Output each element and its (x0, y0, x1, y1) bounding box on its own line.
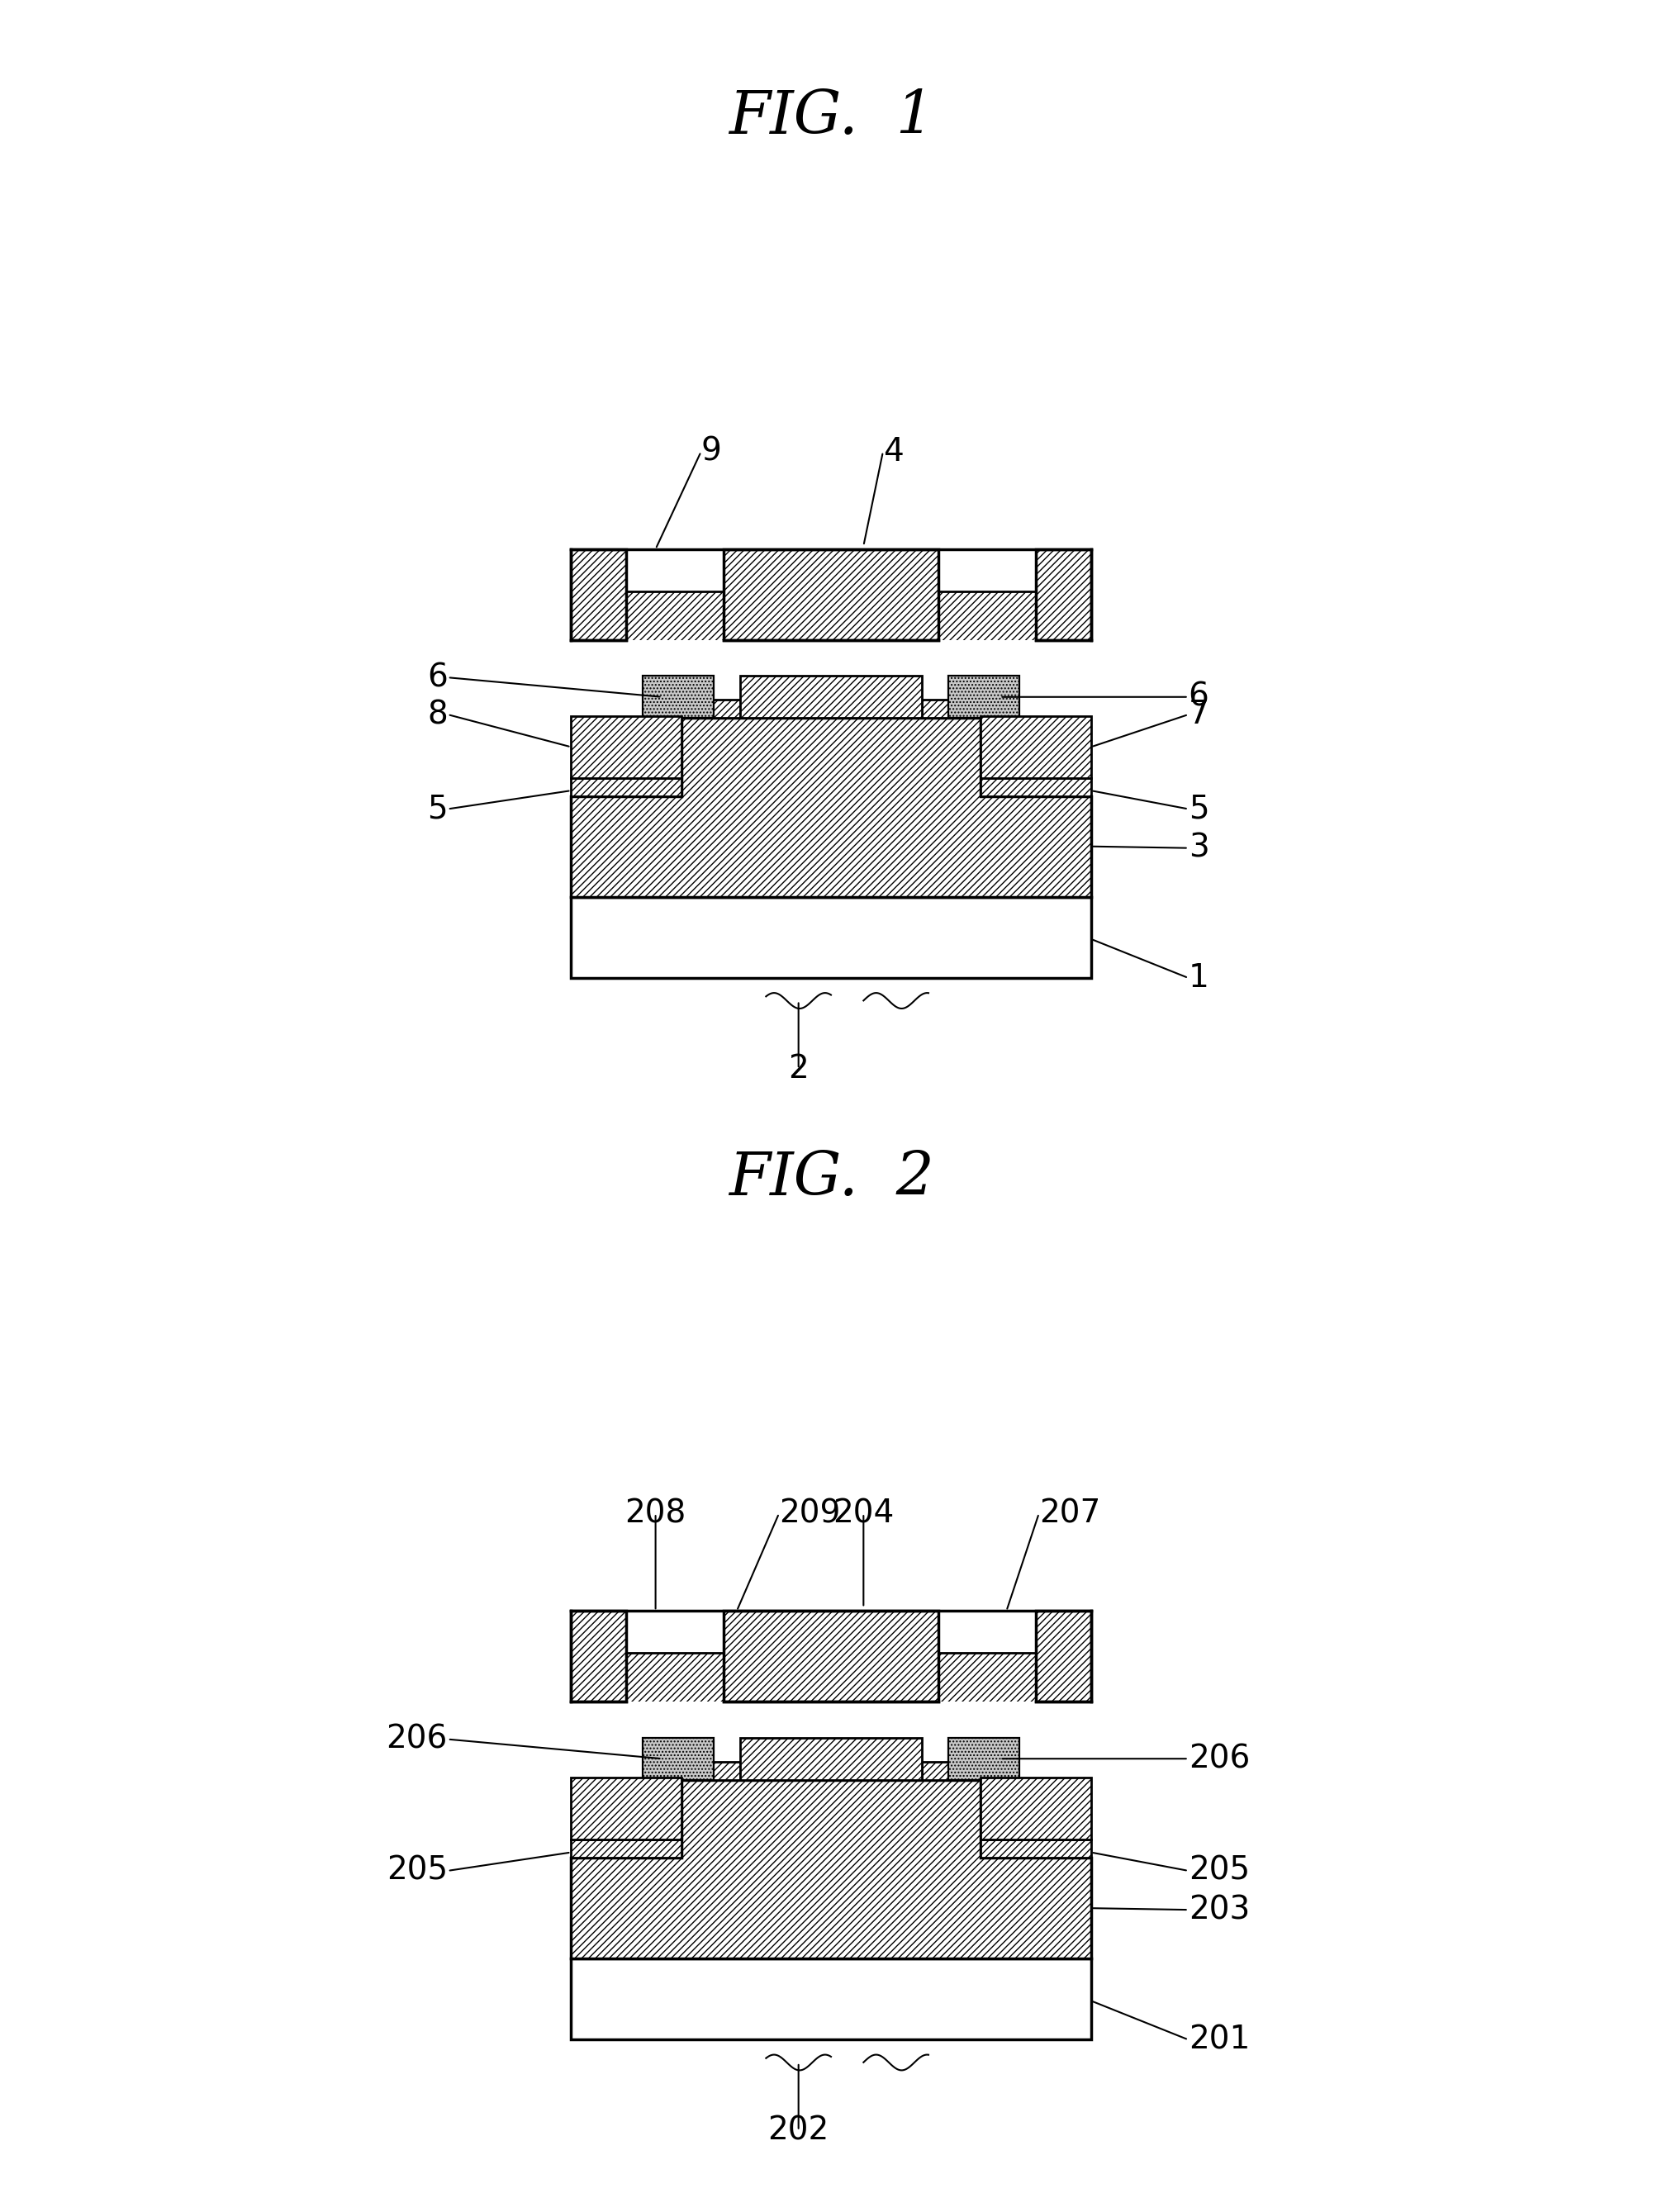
Bar (740, 1739, 922, 1781)
Text: 205: 205 (1188, 1856, 1250, 1887)
Text: 6: 6 (427, 661, 447, 692)
Bar (723, 1610, 939, 1701)
Bar (572, 549, 627, 639)
Text: 1: 1 (1188, 962, 1208, 993)
Polygon shape (572, 1781, 1090, 1958)
Text: 4: 4 (883, 436, 904, 467)
Bar (947, 1739, 1019, 1781)
Bar (643, 1739, 715, 1781)
Polygon shape (572, 719, 1090, 896)
Polygon shape (922, 1761, 1090, 1858)
Text: 207: 207 (1039, 1498, 1100, 1528)
Bar (740, 677, 922, 719)
Bar (572, 1610, 627, 1701)
Text: 201: 201 (1188, 2024, 1250, 2055)
Bar (572, 591, 1090, 639)
Polygon shape (922, 699, 1090, 796)
Bar (1035, 1610, 1090, 1701)
Bar (572, 1652, 1090, 1701)
Text: 202: 202 (768, 2115, 829, 2146)
Text: 205: 205 (386, 1856, 447, 1887)
Polygon shape (572, 699, 740, 796)
Bar (643, 677, 715, 719)
Text: 204: 204 (833, 1498, 894, 1528)
Text: 208: 208 (625, 1498, 686, 1528)
Text: 206: 206 (1188, 1743, 1250, 1774)
Text: 203: 203 (1188, 1893, 1250, 1924)
Text: 6: 6 (1188, 681, 1208, 712)
Bar (723, 549, 939, 639)
Bar (572, 1778, 681, 1840)
Text: 7: 7 (1188, 699, 1208, 730)
Bar (1035, 549, 1090, 639)
Bar (981, 1778, 1090, 1840)
Text: 2: 2 (788, 1053, 809, 1084)
Bar (572, 896, 1090, 978)
Text: 3: 3 (1188, 832, 1208, 863)
Bar (572, 1958, 1090, 2039)
Bar (981, 717, 1090, 779)
Text: 5: 5 (1188, 794, 1208, 825)
Text: 9: 9 (701, 436, 721, 467)
Polygon shape (572, 1761, 740, 1858)
Text: FIG.  2: FIG. 2 (728, 1150, 934, 1208)
Bar (572, 717, 681, 779)
Text: 8: 8 (427, 699, 447, 730)
Text: 5: 5 (427, 794, 447, 825)
Text: FIG.  1: FIG. 1 (728, 88, 934, 146)
Text: 209: 209 (779, 1498, 841, 1528)
Text: 206: 206 (386, 1723, 447, 1754)
Bar (947, 677, 1019, 719)
